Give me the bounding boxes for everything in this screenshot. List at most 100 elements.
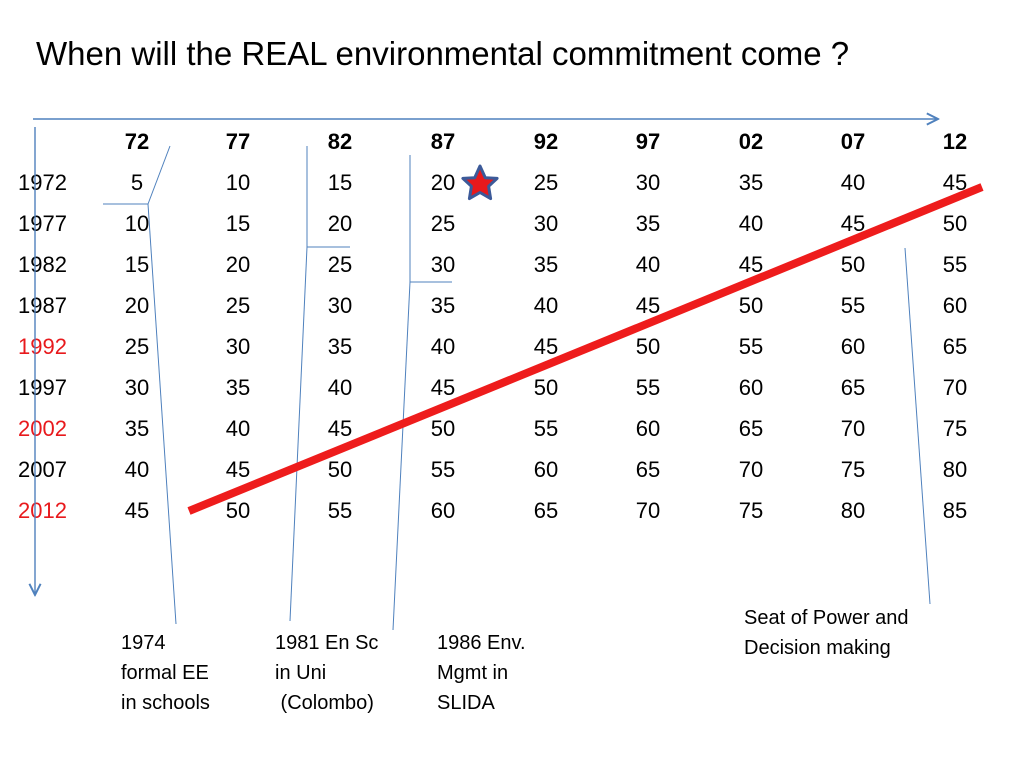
column-header: 07: [840, 129, 866, 154]
table-cell: 25: [124, 334, 150, 359]
table-cell: 5: [130, 170, 144, 195]
table-cell: 55: [738, 334, 764, 359]
row-year-label: 1997: [18, 375, 67, 400]
column-header: 12: [942, 129, 968, 154]
table-cell: 35: [533, 252, 559, 277]
star-icon: [461, 164, 499, 201]
callout-1986: [392, 155, 452, 631]
table-cell: 40: [635, 252, 661, 277]
row-year-label: 2007: [18, 457, 67, 482]
table-cell: 80: [840, 498, 866, 523]
table-cell: 40: [430, 334, 456, 359]
table-cell: 30: [635, 170, 661, 195]
table-cell: 20: [430, 170, 456, 195]
table-cell: 45: [430, 375, 456, 400]
table-cell: 60: [840, 334, 866, 359]
table-cell: 80: [942, 457, 968, 482]
table-cell: 30: [430, 252, 456, 277]
table-cell: 50: [635, 334, 661, 359]
callout-seat-of-power: [904, 247, 931, 605]
table-cell: 25: [430, 211, 456, 236]
note-1974-ee: 1974 formal EE in schools: [121, 632, 210, 714]
table-cell: 35: [430, 293, 456, 318]
row-year-label: 1992: [18, 334, 67, 359]
table-cell: 10: [124, 211, 150, 236]
table-cell: 65: [533, 498, 559, 523]
table-cell: 35: [738, 170, 764, 195]
note-seat-of-power: Seat of Power and Decision making: [744, 607, 909, 659]
table-cell: 50: [942, 211, 968, 236]
table-cell: 30: [327, 293, 353, 318]
table-cell: 45: [635, 293, 661, 318]
table-cell: 20: [124, 293, 150, 318]
table-cell: 20: [327, 211, 353, 236]
table-cell: 50: [738, 293, 764, 318]
table-cell: 25: [225, 293, 251, 318]
column-header: 87: [430, 129, 456, 154]
table-cell: 15: [327, 170, 353, 195]
table-cell: 45: [840, 211, 866, 236]
row-year-label: 1987: [18, 293, 67, 318]
callout-1981: [289, 146, 350, 622]
trend-line: [187, 183, 984, 515]
table-cell: 40: [327, 375, 353, 400]
column-header: 92: [533, 129, 559, 154]
table-cell: 75: [738, 498, 764, 523]
table-cell: 40: [840, 170, 866, 195]
table-cell: 15: [225, 211, 251, 236]
table-cell: 70: [840, 416, 866, 441]
table-cell: 30: [225, 334, 251, 359]
table-cell: 65: [840, 375, 866, 400]
row-year-label: 2002: [18, 416, 67, 441]
table-cell: 35: [124, 416, 150, 441]
table-cell: 10: [225, 170, 251, 195]
slide-title: When will the REAL environmental commitm…: [36, 35, 850, 72]
table-cell: 40: [533, 293, 559, 318]
column-header: 72: [124, 129, 150, 154]
table-cell: 50: [840, 252, 866, 277]
row-year-label: 1982: [18, 252, 67, 277]
table-cell: 45: [327, 416, 353, 441]
table-cell: 50: [225, 498, 251, 523]
table-cell: 55: [635, 375, 661, 400]
table-cell: 60: [430, 498, 456, 523]
table-cell: 30: [124, 375, 150, 400]
table-cell: 35: [635, 211, 661, 236]
table-cell: 55: [840, 293, 866, 318]
table-cell: 45: [124, 498, 150, 523]
column-header: 82: [327, 129, 353, 154]
table-cell: 50: [327, 457, 353, 482]
table-cell: 60: [635, 416, 661, 441]
table-cell: 50: [430, 416, 456, 441]
table-cell: 35: [225, 375, 251, 400]
table-cell: 70: [942, 375, 968, 400]
table-cell: 70: [635, 498, 661, 523]
table-cell: 85: [942, 498, 968, 523]
table-cell: 65: [942, 334, 968, 359]
table-cell: 30: [533, 211, 559, 236]
table-cell: 55: [533, 416, 559, 441]
row-year-label: 1977: [18, 211, 67, 236]
note-1986-env-mgmt: 1986 Env. Mgmt in SLIDA: [437, 632, 526, 714]
table-cell: 60: [738, 375, 764, 400]
table-cell: 55: [327, 498, 353, 523]
callout-1974: [103, 145, 177, 625]
column-header: 02: [738, 129, 764, 154]
table-cell: 25: [533, 170, 559, 195]
table-cell: 45: [738, 252, 764, 277]
table-cell: 45: [533, 334, 559, 359]
table-cell: 65: [635, 457, 661, 482]
table-cell: 40: [225, 416, 251, 441]
table-cell: 65: [738, 416, 764, 441]
row-year-label: 2012: [18, 498, 67, 523]
note-1981-en-sc: 1981 En Sc in Uni (Colombo): [275, 632, 379, 714]
row-year-label: 1972: [18, 170, 67, 195]
column-header: 97: [635, 129, 661, 154]
table-cell: 75: [942, 416, 968, 441]
table-cell: 25: [327, 252, 353, 277]
table-cell: 45: [225, 457, 251, 482]
table-cell: 55: [942, 252, 968, 277]
table-cell: 40: [124, 457, 150, 482]
